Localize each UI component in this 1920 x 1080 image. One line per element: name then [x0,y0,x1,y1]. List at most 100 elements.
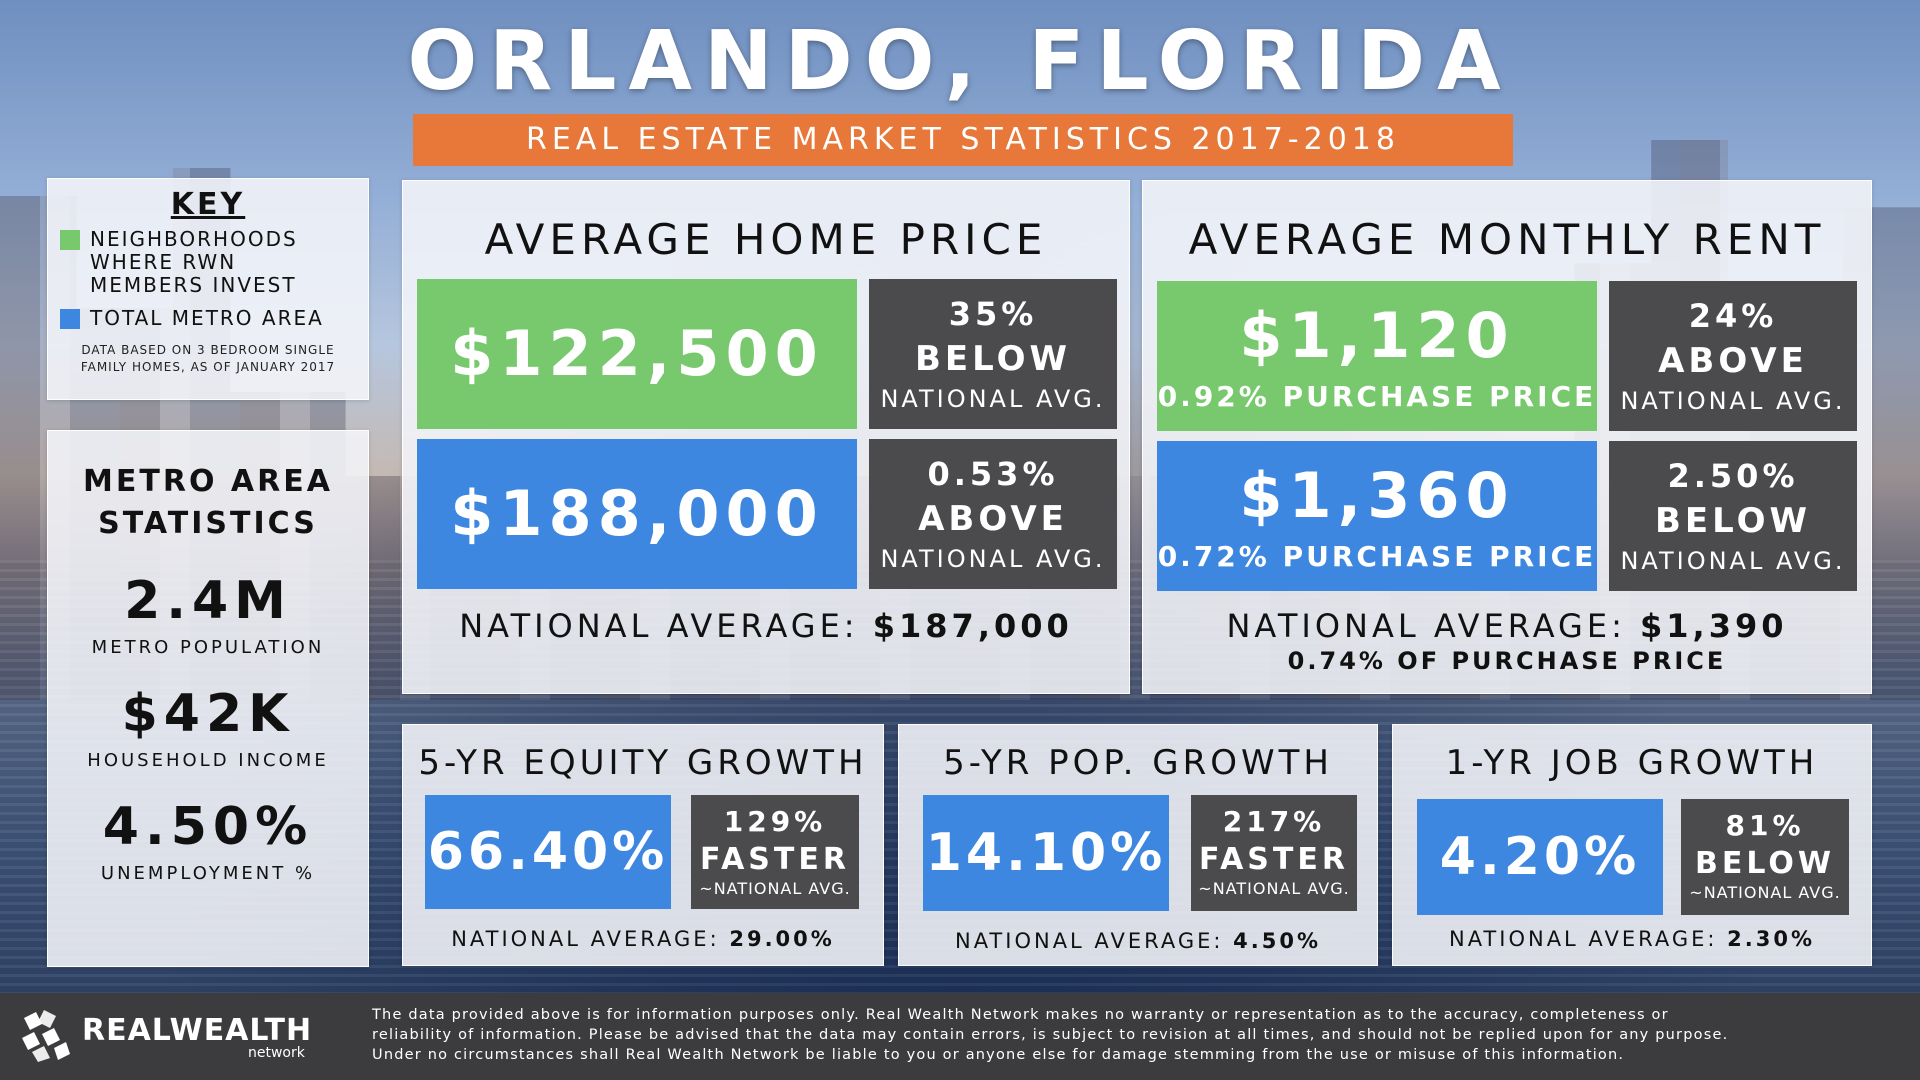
national-average-label: NATIONAL AVERAGE: [451,927,720,951]
compare-direction: FASTER [1199,842,1349,877]
compare-direction: BELOW [915,339,1071,379]
compare-pct: 217% [1222,805,1326,838]
home-price-panel: AVERAGE HOME PRICE $122,500 35% BELOW NA… [402,180,1130,694]
page-subtitle: REAL ESTATE MARKET STATISTICS 2017-2018 [413,114,1513,166]
disclaimer-line: reliability of information. Please be ad… [372,1027,1729,1043]
monthly-rent-panel: AVERAGE MONTHLY RENT $1,120 0.92% PURCHA… [1142,180,1872,694]
compare-direction: BELOW [1695,846,1835,881]
key-note-line: FAMILY HOMES, AS OF JANUARY 2017 [80,360,336,374]
disclaimer-line: Under no circumstances shall Real Wealth… [372,1047,1625,1063]
growth-compare-box: 129% FASTER ~NATIONAL AVG. [691,795,859,909]
compare-label: NATIONAL AVG. [1620,387,1846,415]
national-average-value: 2.30% [1727,927,1815,951]
metro-stat-label: UNEMPLOYMENT % [100,863,316,884]
home-price-metro-compare: 0.53% ABOVE NATIONAL AVG. [869,439,1117,589]
metro-stat-population: 2.4M METRO POPULATION [48,571,368,658]
compare-pct: 35% [948,295,1038,333]
metro-stat-label: HOUSEHOLD INCOME [87,750,329,771]
national-average-value: 29.00% [729,927,835,951]
growth-value-box: 4.20% [1417,799,1663,915]
blue-swatch [60,309,80,329]
rent-metro-compare: 2.50% BELOW NATIONAL AVG. [1609,441,1857,591]
metro-title: METRO AREA STATISTICS [48,461,368,545]
population-growth-panel: 5-YR POP. GROWTH 14.10% 217% FASTER ~NAT… [898,724,1378,966]
home-price-metro-value: $188,000 [450,477,824,550]
key-panel: KEY NEIGHBORHOODS WHERE RWN MEMBERS INVE… [47,178,369,400]
growth-national-average: NATIONAL AVERAGE: 29.00% [403,927,883,951]
growth-value-box: 66.40% [425,795,671,909]
growth-compare-box: 217% FASTER ~NATIONAL AVG. [1191,795,1357,911]
growth-compare-box: 81% BELOW ~NATIONAL AVG. [1681,799,1849,915]
home-price-neighborhood-compare: 35% BELOW NATIONAL AVG. [869,279,1117,429]
key-title: KEY [170,187,246,222]
footer: REALWEALTH network The data provided abo… [0,993,1920,1080]
equity-growth-panel: 5-YR EQUITY GROWTH 66.40% 129% FASTER ~N… [402,724,884,966]
page-title: ORLANDO, FLORIDA [407,14,1513,109]
compare-direction: ABOVE [918,499,1068,539]
disclaimer-line: The data provided above is for informati… [372,1007,1669,1023]
national-average-label: NATIONAL AVERAGE: [1448,927,1718,951]
rent-neighborhood-value: $1,120 [1239,299,1515,372]
rent-national-average: NATIONAL AVERAGE: $1,390 [1143,607,1871,645]
compare-pct: 2.50% [1667,457,1799,495]
growth-value: 66.40% [427,822,669,882]
green-swatch [60,230,80,250]
rent-metro-value: $1,360 [1239,459,1515,532]
metro-stat-unemployment: 4.50% UNEMPLOYMENT % [48,797,368,884]
home-price-neighborhood-value: $122,500 [450,317,824,390]
home-price-national-average: NATIONAL AVERAGE: $187,000 [403,607,1129,645]
compare-label: ~NATIONAL AVG. [699,879,851,898]
growth-national-average: NATIONAL AVERAGE: 2.30% [1393,927,1871,951]
metro-stat-label: METRO POPULATION [91,637,325,658]
compare-label: NATIONAL AVG. [880,545,1106,573]
key-note-line: DATA BASED ON 3 BEDROOM SINGLE [81,343,335,357]
key-label-line: WHERE RWN [90,250,237,274]
growth-title: 5-YR POP. GROWTH [943,743,1333,783]
compare-pct: 81% [1725,809,1805,842]
monthly-rent-title: AVERAGE MONTHLY RENT [1188,215,1826,264]
compare-label: ~NATIONAL AVG. [1198,879,1350,898]
growth-value-box: 14.10% [923,795,1169,911]
key-item-metro: TOTAL METRO AREA [60,307,368,330]
key-item-label: TOTAL METRO AREA [90,306,324,330]
growth-national-average: NATIONAL AVERAGE: 4.50% [899,929,1377,953]
key-item-label: NEIGHBORHOODS WHERE RWN MEMBERS INVEST [90,228,298,297]
compare-label: NATIONAL AVG. [880,385,1106,413]
key-label-line: MEMBERS INVEST [90,273,297,297]
home-price-metro-box: $188,000 [417,439,857,589]
compare-pct: 0.53% [927,455,1059,493]
growth-value: 14.10% [925,823,1167,883]
national-average-label: NATIONAL AVERAGE: [459,607,859,645]
national-average-value: $187,000 [872,607,1073,645]
national-average-value: $1,390 [1640,607,1788,645]
disclaimer: The data provided above is for informati… [372,1005,1902,1065]
metro-stat-income: $42K HOUSEHOLD INCOME [48,684,368,771]
key-item-neighborhoods: NEIGHBORHOODS WHERE RWN MEMBERS INVEST [60,228,368,297]
rent-national-sub: 0.74% OF PURCHASE PRICE [1287,647,1727,675]
metro-title-line: METRO AREA [83,464,333,499]
rent-metro-box: $1,360 0.72% PURCHASE PRICE [1157,441,1597,591]
home-price-title: AVERAGE HOME PRICE [484,215,1048,264]
realwealth-logo-text: REALWEALTH [82,1013,313,1048]
rent-neighborhood-sub: 0.92% PURCHASE PRICE [1157,380,1597,413]
metro-stats-panel: METRO AREA STATISTICS 2.4M METRO POPULAT… [47,430,369,967]
compare-pct: 129% [723,805,827,838]
growth-title: 1-YR JOB GROWTH [1445,743,1819,783]
rent-neighborhood-box: $1,120 0.92% PURCHASE PRICE [1157,281,1597,431]
home-price-neighborhood-box: $122,500 [417,279,857,429]
metro-title-line: STATISTICS [98,506,318,541]
growth-value: 4.20% [1439,827,1641,887]
national-average-label: NATIONAL AVERAGE: [954,929,1224,953]
compare-direction: BELOW [1655,501,1811,541]
compare-direction: FASTER [700,842,850,877]
compare-label: NATIONAL AVG. [1620,547,1846,575]
metro-stat-value: 2.4M [124,571,292,631]
key-note: DATA BASED ON 3 BEDROOM SINGLE FAMILY HO… [48,342,368,376]
compare-pct: 24% [1688,297,1778,335]
key-label-line: NEIGHBORHOODS [90,227,298,251]
realwealth-logo-icon [20,1008,72,1068]
national-average-value: 4.50% [1233,929,1321,953]
rent-metro-sub: 0.72% PURCHASE PRICE [1157,540,1597,573]
national-average-label: NATIONAL AVERAGE: [1226,607,1626,645]
rent-neighborhood-compare: 24% ABOVE NATIONAL AVG. [1609,281,1857,431]
